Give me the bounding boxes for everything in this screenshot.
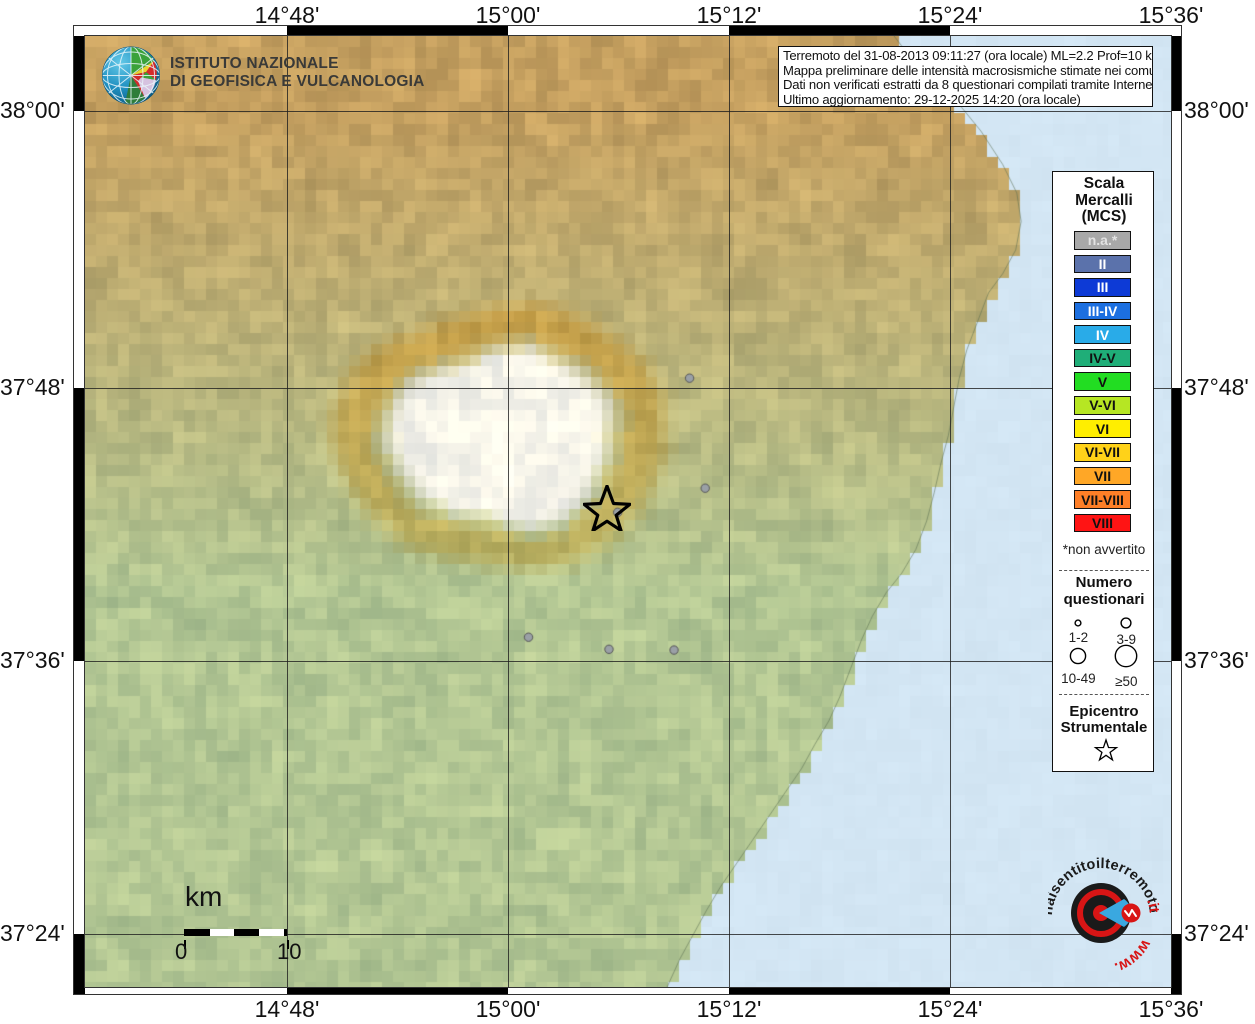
svg-text:www.: www.: [1112, 936, 1155, 973]
